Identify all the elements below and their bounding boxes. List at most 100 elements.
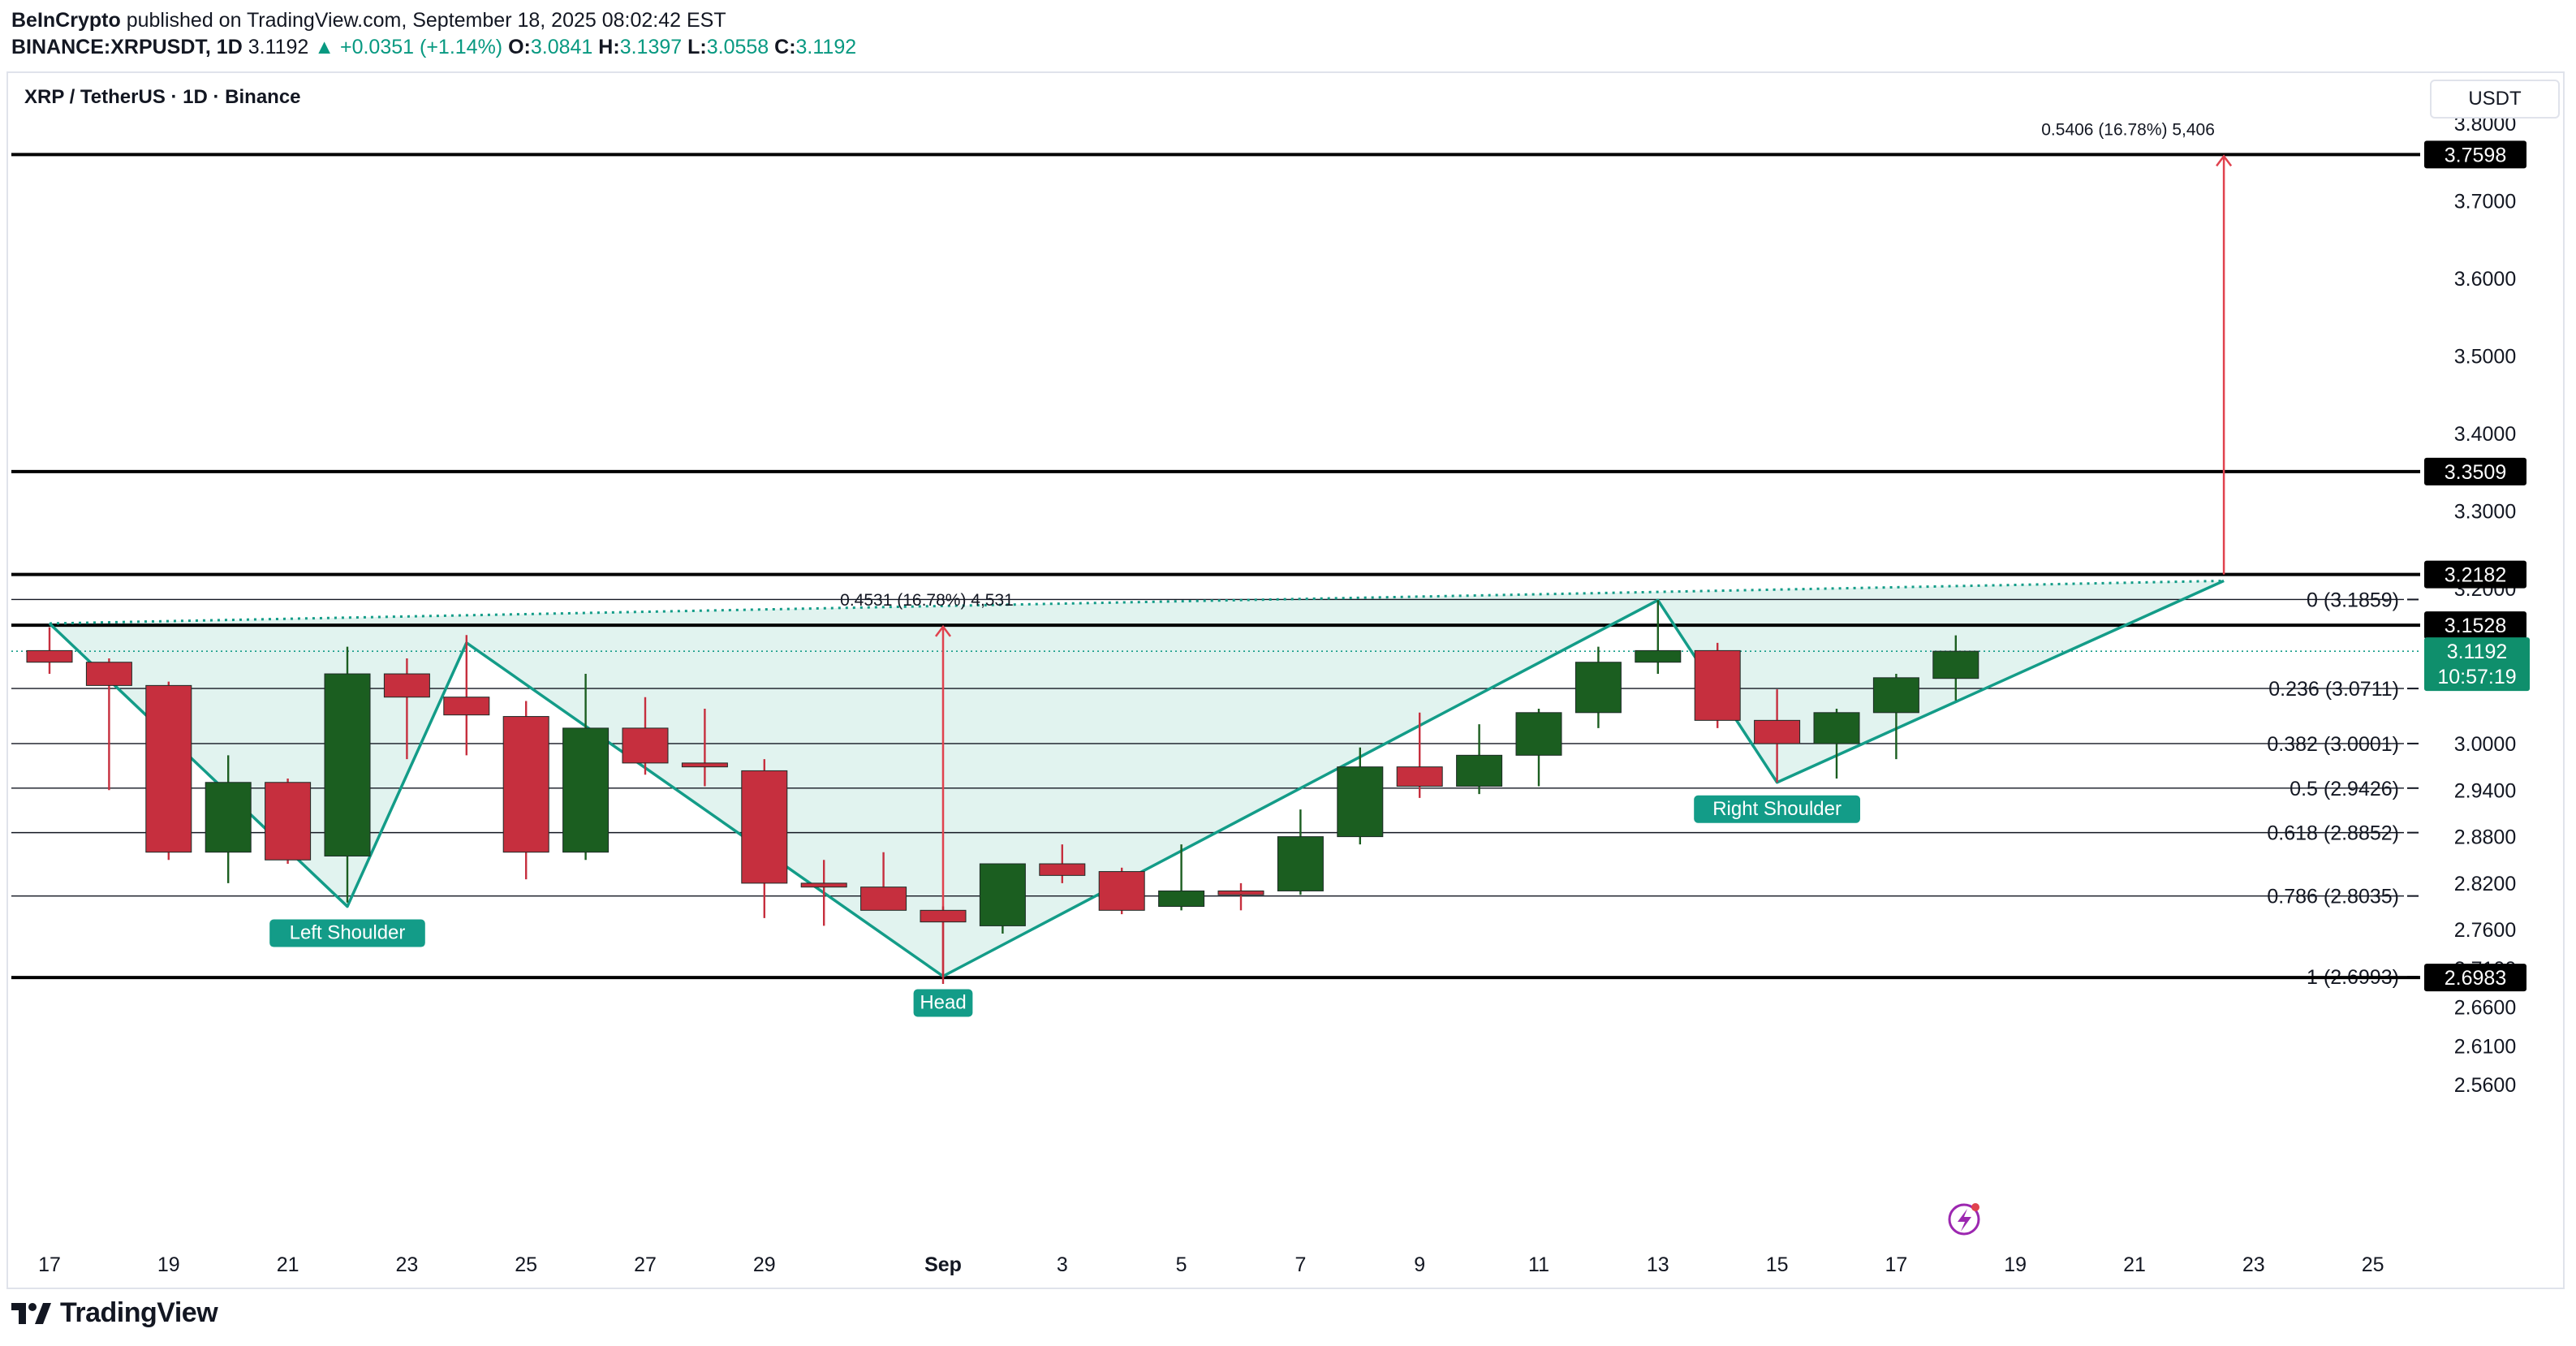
x-axis-tick-label: 11: [1528, 1253, 1549, 1276]
candle-body-up: [979, 863, 1026, 926]
candle-body-down: [26, 649, 73, 663]
lightning-icon-ring: [1948, 1203, 1980, 1236]
tradingview-logo[interactable]: TradingView: [10, 1297, 218, 1329]
candle-body-up: [1635, 649, 1682, 663]
x-axis-tick-label: 27: [634, 1253, 657, 1276]
level-price-tag-box: [2424, 140, 2526, 169]
chart-frame[interactable]: [6, 71, 2565, 1289]
currency-button[interactable]: USDT: [2430, 80, 2560, 119]
close-label: C:: [774, 36, 796, 58]
symbol-label: BINANCE:XRPUSDT, 1D: [11, 36, 243, 58]
pattern-label: Left Shoulder: [290, 922, 406, 944]
candle-body-down: [860, 887, 907, 911]
lightning-icon: [1958, 1209, 1971, 1232]
x-axis-tick-label: 21: [277, 1253, 299, 1276]
candle-body-down: [800, 882, 847, 888]
y-axis-tick-label: 2.8200: [2454, 873, 2516, 895]
pattern-label-box: [269, 919, 425, 947]
candle-body-up: [1277, 836, 1324, 891]
open-value: 3.0841: [530, 36, 593, 58]
fib-level-label: 0.236 (3.0711): [2268, 678, 2399, 701]
y-axis-tick-label: 2.6600: [2454, 997, 2516, 1020]
change-up-icon: ▲: [314, 36, 335, 58]
y-axis-tick-label: 2.8800: [2454, 826, 2516, 849]
candle-body-down: [1754, 719, 1801, 744]
candle-body-down: [1098, 871, 1145, 911]
x-axis-tick-label: 23: [2242, 1253, 2265, 1276]
fib-level-label: 0.5 (2.9426): [2290, 778, 2399, 800]
current-price-tag-box: [2424, 637, 2530, 692]
x-axis-tick-label: 19: [2004, 1253, 2027, 1276]
candle-body-down: [265, 782, 312, 861]
candle-body-down: [1217, 890, 1264, 895]
x-axis-tick-label: 25: [2362, 1253, 2384, 1276]
candle-body-up: [1872, 677, 1919, 714]
candle-body-down: [622, 727, 669, 764]
candle-body-up: [1515, 712, 1562, 756]
x-axis-tick-label: 7: [1294, 1253, 1306, 1276]
level-price-tag-box: [2424, 560, 2526, 589]
fib-level-label: 0.382 (3.0001): [2267, 733, 2399, 756]
x-axis-tick-label: 29: [753, 1253, 776, 1276]
high-value: 3.1397: [619, 36, 683, 58]
candle-body-up: [1574, 662, 1622, 714]
candle-body-up: [324, 673, 371, 856]
open-label: O:: [508, 36, 531, 58]
x-axis-tick-label: 9: [1414, 1253, 1425, 1276]
publish-info: BeInCrypto published on TradingView.com,…: [11, 8, 726, 32]
y-axis-tick-label: 3.4000: [2454, 423, 2516, 446]
x-axis-tick-label: 23: [395, 1253, 418, 1276]
ohlc-legend: BINANCE:XRPUSDT, 1D 3.1192 ▲ +0.0351 (+1…: [11, 35, 856, 59]
high-label: H:: [598, 36, 620, 58]
fib-level-label: 0.786 (2.8035): [2267, 886, 2399, 908]
candle-body-down: [502, 716, 549, 853]
measure-arrow-head: [2216, 154, 2233, 167]
level-price-tag: 3.1528: [2445, 615, 2506, 637]
current-price-tag: 3.1192: [2447, 641, 2508, 663]
measure-arrow-label: 0.4531 (16.78%) 4,531: [840, 591, 1014, 610]
level-price-tag-box: [2424, 457, 2526, 485]
y-axis-tick-label: 3.5000: [2454, 346, 2516, 369]
level-price-tag: 3.7598: [2445, 144, 2506, 166]
y-axis-tick-label: 2.5600: [2454, 1074, 2516, 1097]
y-axis-tick-label: 3.0000: [2454, 733, 2516, 756]
published-text: published on TradingView.com, September …: [126, 9, 726, 32]
last-price: 3.1192: [248, 36, 309, 58]
candle-body-down: [1694, 649, 1741, 721]
candle-body-down: [1039, 863, 1086, 876]
x-axis-tick-label: 17: [38, 1253, 61, 1276]
candle-body-up: [1158, 890, 1205, 908]
x-axis-tick-label: Sep: [924, 1253, 962, 1276]
level-price-tag-box: [2424, 611, 2526, 640]
pattern-label-box: [1694, 795, 1860, 823]
y-axis-tick-label: 2.9400: [2454, 779, 2516, 802]
level-price-tag: 3.3509: [2445, 461, 2506, 484]
low-value: 3.0558: [706, 36, 769, 58]
close-value: 3.1192: [795, 36, 857, 58]
candle-body-up: [1932, 650, 1979, 679]
measure-arrow-head: [935, 624, 951, 637]
level-price-tag: 2.6983: [2445, 967, 2506, 990]
candle-body-down: [681, 762, 728, 768]
measure-arrow-label: 0.5406 (16.78%) 5,406: [2041, 120, 2215, 139]
y-axis-tick-label: 3.6000: [2454, 268, 2516, 291]
pattern-label-box: [913, 989, 973, 1017]
x-axis-tick-label: 13: [1647, 1253, 1669, 1276]
fib-level-label: 0.618 (2.8852): [2267, 822, 2399, 845]
x-axis-tick-label: 19: [157, 1253, 180, 1276]
candle-body-up: [1337, 766, 1384, 838]
y-axis-tick-label: 3.3000: [2454, 501, 2516, 524]
y-axis-tick-label: 2.6100: [2454, 1035, 2516, 1058]
y-axis-tick-label: 2.7600: [2454, 919, 2516, 942]
price-change: +0.0351 (+1.14%): [339, 36, 503, 58]
candle-body-up: [1456, 754, 1503, 787]
lightning-icon-dot: [1971, 1203, 1979, 1211]
candle-body-up: [562, 727, 610, 853]
pattern-fill: [50, 580, 2225, 977]
x-axis-tick-label: 3: [1057, 1253, 1068, 1276]
candle-body-up: [205, 782, 252, 853]
level-price-tag: 3.2182: [2445, 564, 2506, 587]
candle-body-down: [85, 662, 132, 686]
brand-name: TradingView: [60, 1297, 218, 1328]
